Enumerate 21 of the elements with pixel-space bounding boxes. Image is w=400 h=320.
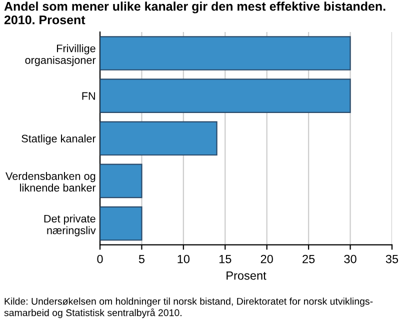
bar xyxy=(100,164,142,198)
y-tick-label: Verdensbanken og liknende banker xyxy=(6,172,96,192)
chart-title: Andel som mener ulike kanaler gir den mest effektive bistanden. 2010. Prosent xyxy=(4,2,386,24)
x-axis-title: Prosent xyxy=(226,272,266,280)
x-tick-label: 10 xyxy=(178,254,190,264)
y-tick-label: Det private næringsliv xyxy=(44,214,96,236)
x-tick-label: 30 xyxy=(344,254,356,264)
bar xyxy=(100,121,218,156)
x-tick-label: 5 xyxy=(138,254,144,264)
x-tick-label: 25 xyxy=(302,254,315,264)
y-tick-label: Frivillige organisasjoner xyxy=(25,44,96,66)
bar xyxy=(100,36,351,70)
y-tick-label: FN xyxy=(82,92,95,100)
y-tick-label: Statlige kanaler xyxy=(22,134,96,145)
text: Kilde: Undersøkelsen om holdninger til norsk bistand, Direktoratet for norsk utviklings- samarbeid og Statistisk sentralbyrå 2010. xyxy=(4,298,373,318)
x-tick-label: 20 xyxy=(260,254,273,264)
x-tick-label: 35 xyxy=(386,254,398,264)
x-tick-label: 15 xyxy=(219,254,232,264)
bar xyxy=(100,206,142,241)
bar xyxy=(100,78,351,113)
x-tick-label: 0 xyxy=(97,254,103,264)
